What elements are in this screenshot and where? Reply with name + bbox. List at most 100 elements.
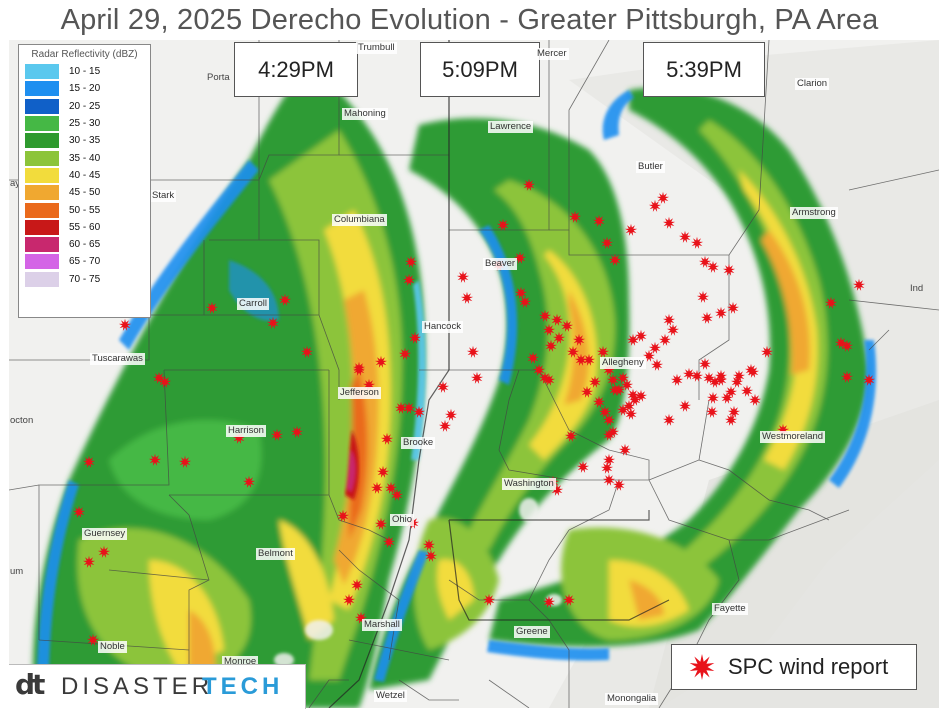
legend-item: 15 - 20: [25, 80, 150, 97]
legend-item: 35 - 40: [25, 149, 150, 166]
spc-wind-report-marker: [705, 405, 719, 418]
county-label: Tuscarawas: [90, 353, 145, 365]
spc-wind-report-marker: [352, 363, 366, 376]
spc-wind-report-marker: [538, 309, 552, 322]
spc-wind-report-marker: [398, 347, 412, 360]
time-label-429: 4:29PM: [234, 42, 358, 97]
county-label: Carroll: [237, 298, 269, 310]
county-label: Hancock: [422, 321, 463, 333]
legend-label: 10 - 15: [69, 66, 101, 78]
radar-map: [9, 40, 939, 708]
logo-word-disaster: DISASTER: [61, 673, 214, 700]
spc-legend: SPC wind report: [671, 644, 917, 690]
county-label: Jefferson: [338, 387, 381, 399]
spc-wind-report-marker: [513, 251, 527, 264]
logo-word-tech: TECH: [202, 673, 284, 700]
spc-wind-report-marker: [706, 260, 720, 273]
legend-item: 40 - 45: [25, 167, 150, 184]
county-label: Marshall: [362, 619, 402, 631]
spc-wind-report-marker: [542, 373, 556, 386]
legend-item: 70 - 75: [25, 271, 150, 288]
reflectivity-legend: Radar Reflectivity (dBZ) 10 - 15 15 - 20 2…: [18, 44, 151, 318]
spc-wind-report-marker: [624, 407, 638, 420]
spc-wind-report-marker: [682, 367, 696, 380]
legend-label: 35 - 40: [69, 152, 101, 164]
spc-wind-report-marker: [542, 595, 556, 608]
county-label: Stark: [150, 190, 177, 202]
spc-wind-report-marker: [354, 611, 368, 624]
spc-wind-report-marker: [626, 333, 640, 346]
legend-label: 25 - 30: [69, 118, 101, 130]
spc-wind-report-marker: [634, 329, 648, 342]
radar-band-509: [369, 118, 630, 691]
spc-wind-report-marker: [444, 408, 458, 421]
spc-wind-report-marker: [840, 370, 854, 383]
spc-wind-report-marker: [538, 371, 552, 384]
legend-label: 20 - 25: [69, 100, 101, 112]
spc-wind-report-marker: [376, 465, 390, 478]
spc-wind-report-marker: [600, 236, 614, 249]
spc-wind-report-marker: [382, 535, 396, 548]
radar-band-539-edges: [487, 90, 877, 661]
spc-wind-report-marker: [727, 405, 741, 418]
county-label: Clarion: [795, 78, 830, 90]
spc-wind-report-marker: [412, 405, 426, 418]
legend-item: 25 - 30: [25, 115, 150, 132]
legend-rows: 10 - 15 15 - 20 20 - 25 25 - 30 30 - 35 35 - …: [19, 63, 150, 288]
spc-wind-report-marker: [384, 481, 398, 494]
spc-wind-report-marker: [422, 538, 436, 551]
spc-wind-report-marker: [662, 313, 676, 326]
edge-label: octon: [10, 415, 34, 426]
spc-wind-report-marker: [456, 270, 470, 283]
spc-wind-report-marker: [438, 419, 452, 432]
spc-wind-report-marker: [522, 178, 536, 191]
spc-wind-report-marker: [648, 199, 662, 212]
county-label: Mahoning: [342, 108, 388, 120]
legend-item: 45 - 50: [25, 184, 150, 201]
county-label: Mercer: [535, 48, 569, 60]
radar-band-539: [489, 87, 869, 647]
legend-item: 20 - 25: [25, 98, 150, 115]
spc-wind-report-marker: [97, 545, 111, 558]
spc-wind-report-marker: [620, 378, 634, 391]
legend-label: 65 - 70: [69, 256, 101, 268]
spc-wind-report-marker: [616, 371, 630, 384]
spc-wind-report-marker: [290, 425, 304, 438]
spc-wind-report-marker: [622, 399, 636, 412]
spc-wind-report-marker: [374, 517, 388, 530]
spc-wind-report-marker: [118, 318, 132, 331]
spc-wind-report-marker: [698, 357, 712, 370]
spc-wind-report-marker: [626, 388, 640, 401]
county-label: Harrison: [226, 425, 266, 437]
county-label: Greene: [514, 626, 550, 638]
spc-wind-report-marker: [544, 339, 558, 352]
spc-wind-report-marker: [696, 290, 710, 303]
county-label: Ohio: [390, 514, 415, 526]
legend-swatch: [25, 81, 59, 97]
legend-item: 65 - 70: [25, 253, 150, 270]
county-label: Allegheny: [600, 357, 646, 369]
legend-label: 50 - 55: [69, 204, 101, 216]
spc-wind-report-marker: [564, 429, 578, 442]
spc-wind-report-marker: [152, 371, 166, 384]
spc-wind-report-marker: [424, 549, 438, 562]
spc-wind-report-marker: [666, 323, 680, 336]
spc-wind-report-marker: [278, 293, 292, 306]
spc-wind-report-marker: [350, 578, 364, 591]
spc-legend-label: SPC wind report: [728, 654, 889, 679]
spc-wind-report-marker: [602, 453, 616, 466]
county-label: Washington: [502, 478, 556, 490]
spc-wind-report-marker: [482, 593, 496, 606]
spc-wind-report-marker: [606, 373, 620, 386]
county-label: Fayette: [712, 603, 748, 615]
spc-wind-report-marker: [576, 460, 590, 473]
spc-wind-report-marker: [648, 341, 662, 354]
spc-wind-report-marker: [612, 478, 626, 491]
edge-label: Porta: [207, 72, 230, 83]
legend-item: 60 - 65: [25, 236, 150, 253]
spc-wind-report-marker: [592, 395, 606, 408]
legend-swatch: [25, 271, 59, 287]
spc-wind-report-marker: [566, 345, 580, 358]
spc-wind-report-marker: [714, 373, 728, 386]
spc-wind-report-marker: [270, 428, 284, 441]
